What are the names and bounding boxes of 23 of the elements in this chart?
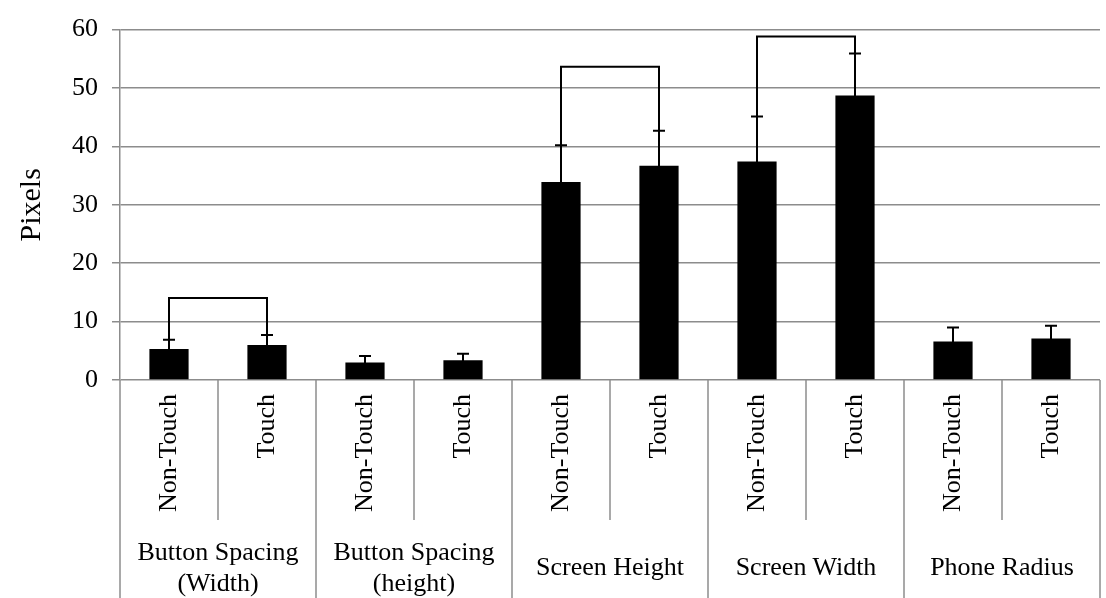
text: Touch: [446, 394, 476, 459]
x-tick-label: Button Spacing (Width): [137, 536, 299, 597]
y-tick-label: 50: [72, 71, 98, 101]
text: Non-Touch: [544, 394, 574, 513]
text: Non-Touch: [936, 394, 966, 513]
y-tick-label: 30: [72, 188, 98, 218]
y-tick-label: 0: [85, 363, 98, 393]
text: Touch: [250, 394, 280, 459]
text: Touch: [1034, 394, 1064, 459]
y-tick-label: 20: [72, 247, 98, 277]
text: Touch: [838, 394, 868, 459]
x-tick-label: Button Spacing (height): [333, 536, 495, 597]
text: Touch: [642, 394, 672, 459]
text: Non-Touch: [348, 394, 378, 513]
x-tick-label: Screen Width: [735, 552, 877, 582]
x-tick-label: Screen Height: [535, 552, 685, 582]
text: Non-Touch: [740, 394, 770, 513]
y-axis-title: Pixels: [12, 168, 46, 242]
x-tick-label: Phone Radius: [930, 552, 1074, 582]
text: Non-Touch: [152, 394, 182, 513]
y-tick-label: 10: [72, 305, 98, 335]
y-tick-label: 60: [72, 13, 98, 43]
y-tick-label: 40: [72, 130, 98, 160]
